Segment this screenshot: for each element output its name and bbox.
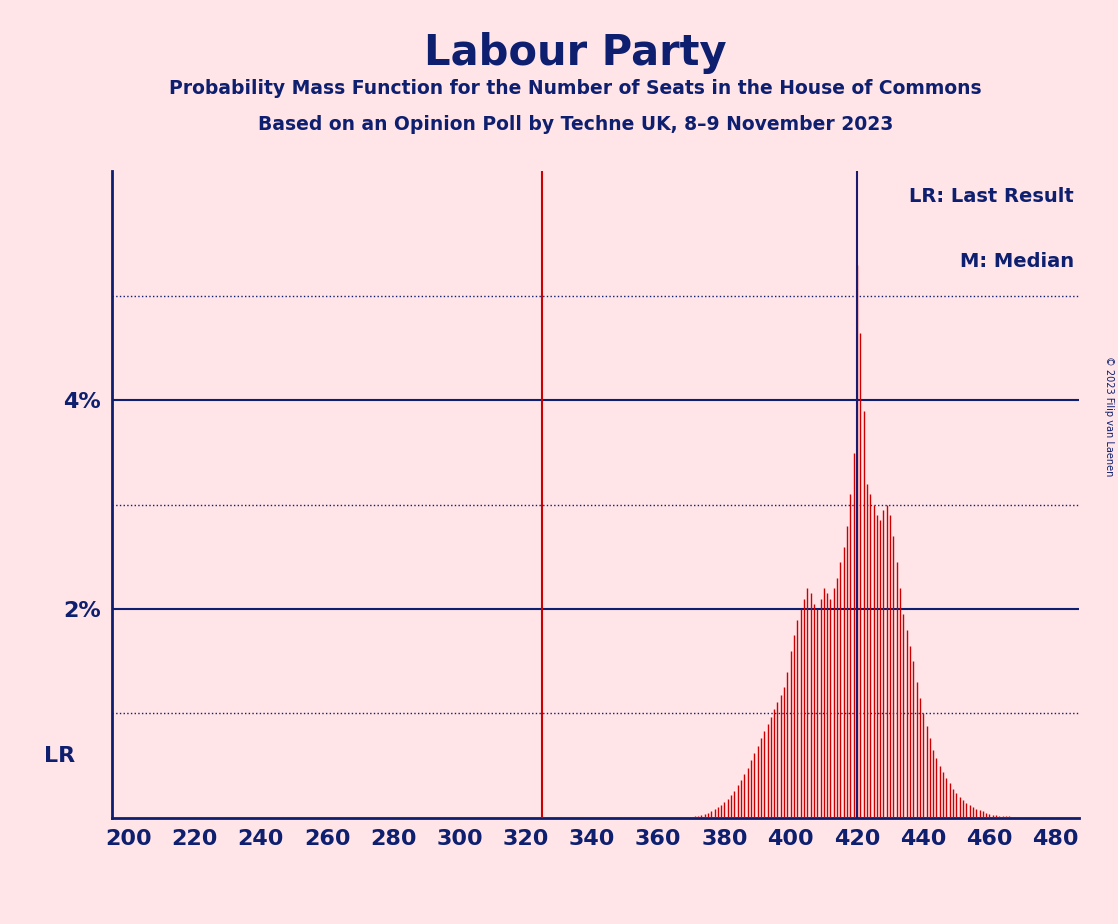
Text: M: Median: M: Median xyxy=(960,252,1074,271)
Text: LR: Last Result: LR: Last Result xyxy=(909,187,1074,206)
Text: Based on an Opinion Poll by Techne UK, 8–9 November 2023: Based on an Opinion Poll by Techne UK, 8… xyxy=(258,116,893,135)
Text: LR: LR xyxy=(44,746,75,766)
Text: © 2023 Filip van Laenen: © 2023 Filip van Laenen xyxy=(1105,356,1114,476)
Text: Probability Mass Function for the Number of Seats in the House of Commons: Probability Mass Function for the Number… xyxy=(170,79,982,98)
Text: Labour Party: Labour Party xyxy=(425,32,727,74)
